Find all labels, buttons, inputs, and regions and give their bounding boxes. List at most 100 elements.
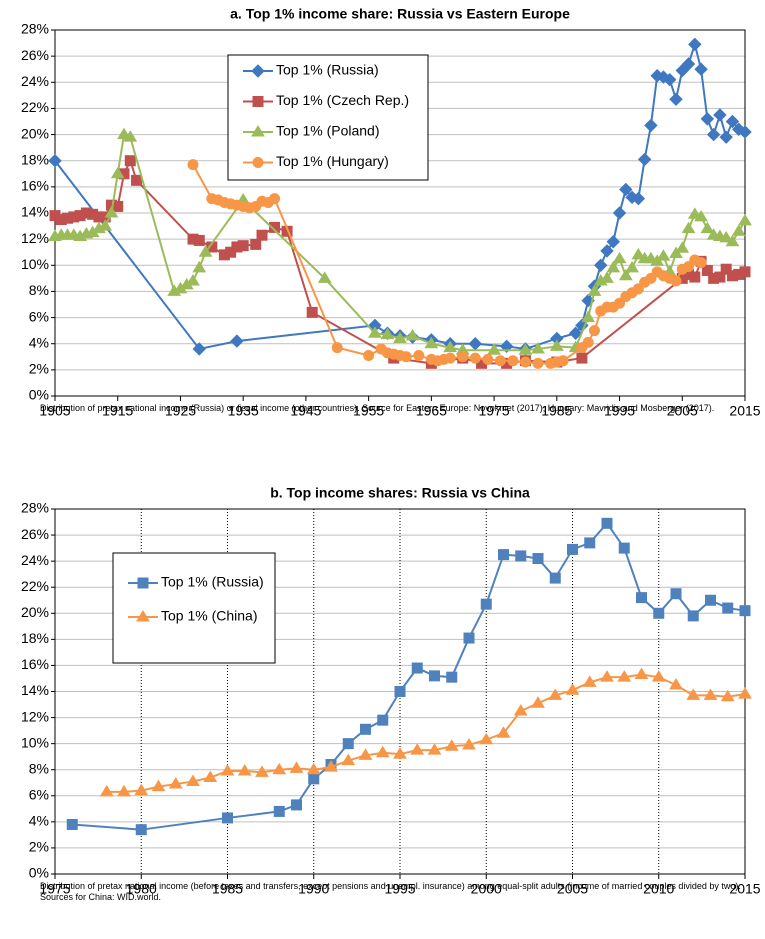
- data-point: [124, 155, 136, 167]
- data-point: [688, 37, 702, 52]
- data-point: [99, 784, 114, 797]
- data-point: [377, 714, 389, 726]
- data-point: [256, 229, 268, 241]
- data-point: [687, 610, 699, 622]
- data-point: [494, 355, 506, 367]
- y-tick-label: 18%: [21, 151, 49, 167]
- legend-marker: [137, 577, 149, 589]
- data-point: [519, 356, 531, 368]
- data-point: [703, 688, 718, 700]
- data-point: [394, 686, 406, 697]
- data-point: [700, 221, 715, 234]
- data-point: [681, 221, 696, 234]
- data-point: [429, 670, 440, 682]
- y-tick-label: 12%: [21, 230, 49, 246]
- data-point: [482, 353, 494, 365]
- legend-label: Top 1% (Russia): [276, 62, 379, 78]
- data-point: [48, 154, 62, 168]
- x-tick-label: 1990: [298, 881, 329, 897]
- data-point: [706, 127, 721, 142]
- data-point: [581, 310, 596, 323]
- data-point: [66, 818, 78, 830]
- data-point: [237, 764, 252, 776]
- data-point: [515, 550, 527, 562]
- chart-title: a. Top 1% income share: Russia vs Easter…: [230, 6, 570, 22]
- data-point: [634, 667, 649, 680]
- legend-label: Top 1% (Czech Rep.): [276, 92, 409, 108]
- data-point: [618, 542, 630, 554]
- data-point: [725, 234, 740, 247]
- data-point: [151, 779, 166, 792]
- y-tick-label: 28%: [21, 21, 49, 37]
- data-point: [645, 272, 657, 284]
- data-point: [694, 209, 708, 222]
- legend-marker: [136, 610, 150, 622]
- data-point: [518, 343, 533, 355]
- data-point: [600, 670, 614, 682]
- data-point: [739, 266, 751, 278]
- data-point: [681, 57, 696, 71]
- data-point: [463, 632, 475, 644]
- data-point: [250, 238, 262, 250]
- data-point: [342, 738, 354, 750]
- data-point: [479, 732, 494, 745]
- data-point: [720, 263, 732, 275]
- y-tick-label: 2%: [29, 361, 49, 377]
- data-point: [612, 206, 627, 220]
- data-point: [187, 159, 199, 171]
- data-point: [720, 689, 735, 702]
- y-tick-label: 0%: [29, 865, 49, 881]
- data-point: [222, 812, 233, 824]
- data-point: [360, 723, 371, 735]
- data-point: [689, 271, 701, 283]
- data-point: [713, 108, 727, 122]
- data-point: [400, 351, 412, 363]
- legend-marker: [251, 125, 265, 137]
- y-tick-label: 8%: [29, 760, 49, 776]
- data-point: [612, 251, 627, 264]
- data-point: [443, 340, 458, 353]
- data-point: [363, 349, 375, 361]
- x-tick-label: 1975: [479, 403, 510, 419]
- data-point: [306, 762, 321, 775]
- data-point: [331, 342, 343, 354]
- data-point: [289, 761, 304, 773]
- data-point: [341, 753, 356, 766]
- data-point: [738, 687, 752, 699]
- data-point: [722, 602, 734, 614]
- data-point: [413, 349, 425, 361]
- y-tick-label: 4%: [29, 813, 49, 829]
- data-point: [112, 200, 124, 212]
- data-point: [568, 326, 583, 340]
- data-point: [507, 355, 519, 367]
- data-point: [582, 336, 594, 348]
- x-tick-label: 1905: [39, 403, 70, 419]
- y-tick-label: 26%: [21, 47, 49, 63]
- y-tick-label: 6%: [29, 308, 49, 324]
- data-point: [192, 260, 207, 273]
- data-point: [644, 118, 658, 133]
- x-tick-label: 1995: [384, 881, 415, 897]
- data-point: [637, 152, 652, 167]
- y-tick-label: 16%: [21, 178, 49, 194]
- data-point: [380, 327, 395, 340]
- x-tick-label: 1925: [165, 403, 196, 419]
- x-tick-label: 2015: [729, 403, 760, 419]
- y-tick-label: 14%: [21, 682, 49, 698]
- x-tick-label: 2010: [643, 881, 674, 897]
- data-point: [255, 765, 269, 777]
- data-point: [663, 72, 677, 87]
- data-point: [446, 671, 458, 683]
- data-point: [725, 114, 740, 129]
- data-point: [220, 764, 235, 776]
- data-point: [670, 588, 682, 600]
- legend-label: Top 1% (Russia): [161, 574, 264, 590]
- data-point: [424, 336, 439, 349]
- x-tick-label: 2000: [471, 881, 502, 897]
- data-point: [669, 92, 683, 106]
- y-tick-label: 24%: [21, 552, 49, 568]
- y-tick-label: 24%: [21, 73, 49, 89]
- data-point: [701, 265, 713, 277]
- data-point: [110, 166, 125, 179]
